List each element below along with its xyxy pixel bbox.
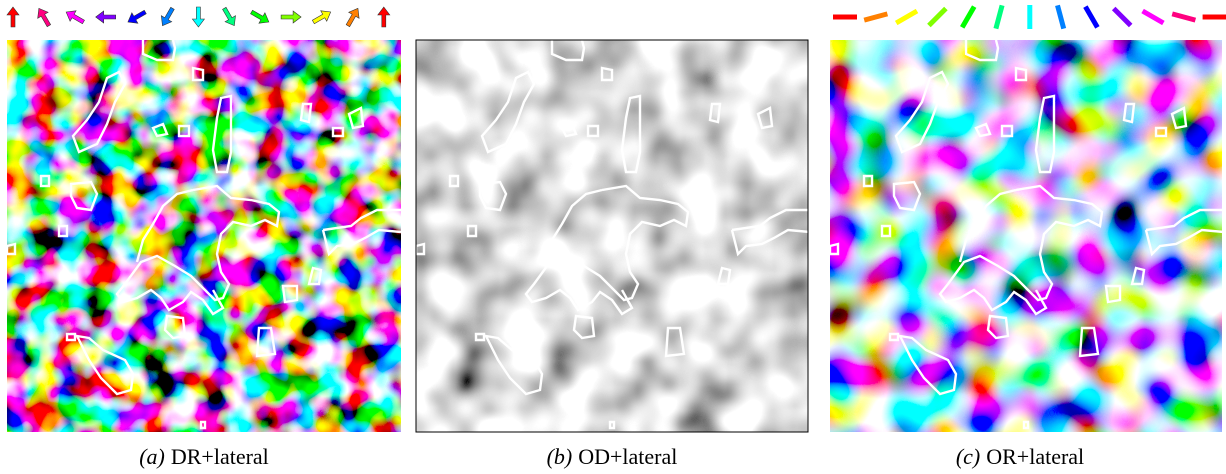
captions: (a) DR+lateral (b) OD+lateral (c) OR+lateral — [139, 444, 1084, 469]
arrow-shape — [345, 7, 360, 28]
orientation-map — [830, 40, 1222, 432]
direction-arrow — [280, 10, 302, 24]
arrow-shape — [250, 9, 270, 24]
direction-arrow — [377, 6, 391, 28]
panel-a — [5, 38, 403, 432]
direction-arrow — [6, 6, 20, 28]
arrow-shape — [37, 7, 52, 28]
arrow-shape — [127, 9, 147, 24]
orientation-bar — [1141, 8, 1165, 26]
orientation-bar — [863, 11, 889, 23]
arrow-shape — [65, 10, 85, 25]
direction-arrow — [191, 6, 205, 28]
orientation-bar — [1083, 5, 1100, 29]
direction-arrow — [345, 7, 360, 28]
orientation-bar — [1202, 14, 1226, 20]
panel-tag: (c) — [956, 444, 980, 469]
orientation-bar — [833, 14, 857, 20]
panel-b — [414, 38, 812, 433]
orientation-bar — [960, 5, 977, 29]
direction-arrow — [222, 6, 236, 27]
arrow-shape — [160, 6, 175, 27]
panel-tag: (a) — [139, 444, 165, 469]
direction-arrow — [37, 7, 52, 28]
direction-key — [6, 6, 391, 28]
panel-tag: (b) — [547, 444, 573, 469]
arrow-shape — [6, 6, 20, 28]
panel-border — [415, 39, 809, 433]
orientation-bar — [1171, 11, 1197, 23]
panel-title: OR+lateral — [986, 444, 1084, 469]
direction-map — [7, 40, 401, 432]
arrow-shape — [191, 6, 205, 28]
orientation-key — [833, 4, 1226, 30]
direction-arrow — [65, 10, 85, 25]
panel-caption: (c) OR+lateral — [956, 444, 1084, 469]
panel-caption: (b) OD+lateral — [547, 444, 678, 469]
direction-arrow — [250, 9, 270, 24]
arrow-shape — [311, 10, 332, 25]
direction-arrow — [160, 6, 175, 27]
orientation-bar — [1111, 6, 1133, 28]
arrow-shape — [95, 10, 116, 24]
direction-arrow — [127, 9, 147, 24]
orientation-bar — [927, 6, 948, 28]
orientation-bar — [894, 8, 919, 26]
panel-title: DR+lateral — [171, 444, 269, 469]
panel-caption: (a) DR+lateral — [139, 444, 269, 469]
direction-arrow — [95, 10, 116, 24]
panel-c — [828, 38, 1226, 432]
arrow-shape — [377, 6, 391, 28]
ocular-dominance-map — [416, 40, 808, 432]
orientation-bar — [993, 4, 1005, 30]
direction-arrow — [311, 10, 332, 25]
orientation-bar — [1055, 4, 1067, 30]
orientation-bar — [1027, 5, 1033, 29]
panel-title: OD+lateral — [578, 444, 677, 469]
arrow-shape — [280, 10, 302, 24]
arrow-shape — [222, 6, 236, 27]
